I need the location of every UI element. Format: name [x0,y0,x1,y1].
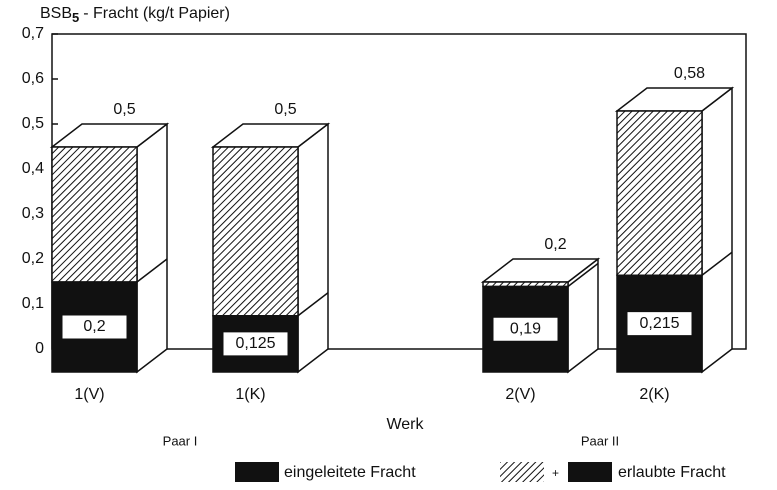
y-label-part: - Fracht (kg/t Papier) [83,5,230,22]
y-tick-label: 0,7 [22,25,44,42]
value-label: 0,215 [639,315,679,332]
legend-label: eingeleitete Fracht [284,464,416,481]
bar [616,110,703,276]
value-label: 0,2 [544,236,566,253]
bar-side [136,122,168,374]
x-axis-label: Werk [386,416,424,433]
y-tick-label: 0,4 [22,160,44,177]
value-label: 0,125 [235,335,275,352]
legend-swatch [500,462,544,482]
x-tick-label: 2(K) [639,386,669,403]
y-axis-label: BSB5 - Fracht (kg/t Papier) [40,5,230,25]
value-label-box [492,316,559,342]
group-label: Paar I [163,433,198,448]
x-tick-label: 1(K) [235,386,265,403]
value-label: 0,2 [83,318,105,335]
value-label-box [61,314,128,340]
bar-side-edge [136,258,168,283]
y-tick-label: 0,6 [22,70,44,87]
value-label: 0,5 [113,101,135,118]
x-tick-label: 2(V) [505,386,535,403]
y-tick-label: 0,2 [22,250,44,267]
legend-swatch [568,462,612,482]
value-label: 0,58 [674,65,705,82]
value-label-box [626,311,693,337]
group-label: Paar II [581,433,619,448]
bar-side-edge [297,292,329,317]
legend-joiner: + [552,466,559,480]
value-label: 0,5 [274,101,296,118]
y-tick-label: 0,5 [22,115,44,132]
legend-swatch [235,462,279,482]
y-tick-label: 0,1 [22,295,44,312]
bar-side [297,122,329,374]
bar [212,146,299,317]
y-tick-label: 0 [35,340,44,357]
bar-side [701,86,733,374]
bar-side-edge [701,251,733,276]
y-label-subscript: 5 [72,10,79,25]
y-label-part: BSB [40,5,72,22]
value-label-box [222,331,289,357]
bar-side-edge [567,262,599,288]
x-tick-label: 1(V) [74,386,104,403]
bar [51,146,138,283]
legend-label: erlaubte Fracht [618,464,726,481]
value-label: 0,19 [510,320,541,337]
y-tick-label: 0,3 [22,205,44,222]
